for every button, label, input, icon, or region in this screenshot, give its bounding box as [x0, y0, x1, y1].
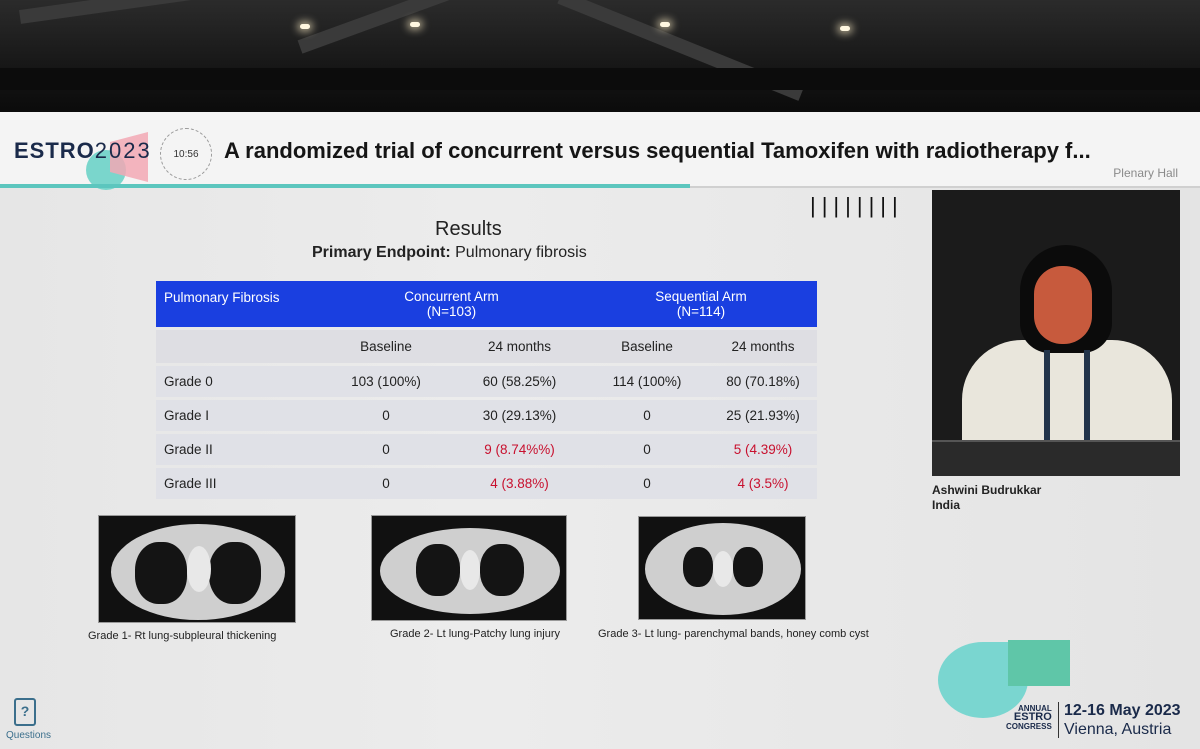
subheader-cell: Baseline: [318, 330, 454, 363]
arm-name: Sequential Arm: [655, 289, 747, 304]
ceiling-truss: [0, 68, 1200, 90]
arm-name: Concurrent Arm: [404, 289, 499, 304]
arm-n: (N=114): [676, 304, 726, 319]
table-row: Grade II 0 9 (8.74%%) 0 5 (4.39%): [156, 434, 817, 465]
highlighted-cell: 4 (3.5%): [709, 468, 817, 499]
ceiling-light: [660, 22, 670, 27]
table-cell: 30 (29.13%): [454, 400, 585, 431]
questions-icon[interactable]: ?: [14, 698, 36, 726]
grade-cell: Grade III: [156, 468, 318, 499]
annual-text: ANNUAL: [1018, 704, 1052, 713]
header-sequential-arm: Sequential Arm (N=114): [585, 281, 817, 327]
slide-header: ESTRO2023 10:56 A randomized trial of co…: [0, 112, 1200, 190]
ct-lung-right: [683, 547, 713, 587]
speaker-name: Ashwini Budrukkar: [932, 483, 1042, 497]
header-concurrent-arm: Concurrent Arm (N=103): [318, 281, 585, 327]
congress-location: Vienna, Austria: [1064, 721, 1172, 738]
ct-mediastinum: [460, 550, 480, 590]
ct-caption: Grade 3- Lt lung- parenchymal bands, hon…: [598, 628, 869, 640]
highlighted-cell: 5 (4.39%): [709, 434, 817, 465]
video-podium: [932, 440, 1180, 476]
logo-year: 2023: [94, 138, 152, 163]
logo-text: ESTRO2023: [14, 138, 152, 164]
ct-caption: Grade 1- Rt lung-subpleural thickening: [88, 630, 277, 642]
table-cell: 0: [318, 434, 454, 465]
ct-lung-left: [733, 547, 763, 587]
results-heading: Results: [435, 218, 502, 240]
subheader-cell: 24 months: [709, 330, 817, 363]
ct-mediastinum: [713, 551, 733, 587]
ct-caption: Grade 2- Lt lung-Patchy lung injury: [390, 628, 560, 640]
table-cell: 25 (21.93%): [709, 400, 817, 431]
ct-lung-left: [480, 544, 524, 596]
highlighted-cell: 9 (8.74%%): [454, 434, 585, 465]
subheader-cell: 24 months: [454, 330, 585, 363]
results-table: Pulmonary Fibrosis Concurrent Arm (N=103…: [156, 278, 817, 502]
table-header-row: Pulmonary Fibrosis Concurrent Arm (N=103…: [156, 281, 817, 327]
table-cell: 0: [318, 468, 454, 499]
grade-cell: Grade I: [156, 400, 318, 431]
table-cell: 0: [585, 434, 709, 465]
congress-divider: [1058, 702, 1059, 738]
table-cell: 0: [585, 400, 709, 431]
talk-title: A randomized trial of concurrent versus …: [224, 138, 1091, 163]
video-lanyard: [1044, 350, 1050, 440]
header-accent-line: [0, 184, 690, 188]
slide-content: |||||||| Results Primary Endpoint: Pulmo…: [40, 192, 930, 749]
grade-cell: Grade 0: [156, 366, 318, 397]
endpoint-label: Primary Endpoint:: [312, 244, 451, 261]
logo-brand: ESTRO: [14, 138, 95, 163]
ct-lung-right: [416, 544, 460, 596]
congress-wordmark: ANNUAL ESTRO CONGRESS: [1006, 704, 1052, 731]
table-cell: 103 (100%): [318, 366, 454, 397]
ct-scan-grade-1: [98, 515, 296, 623]
table-cell: 80 (70.18%): [709, 366, 817, 397]
speaker-video: [932, 190, 1180, 476]
slide-marker: ||||||||: [810, 193, 904, 218]
congress-text: CONGRESS: [1006, 722, 1052, 731]
ct-scan-grade-3: [638, 516, 806, 620]
congress-logo-shape: [1008, 640, 1070, 686]
arm-n: (N=103): [426, 304, 477, 319]
ceiling-light: [300, 24, 310, 29]
subheader-cell: Baseline: [585, 330, 709, 363]
estro-text: ESTRO: [1013, 711, 1052, 723]
table-cell: [156, 330, 318, 363]
projection-screen: ESTRO2023 10:56 A randomized trial of co…: [0, 112, 1200, 749]
table-cell: 0: [585, 468, 709, 499]
table-row: Grade III 0 4 (3.88%) 0 4 (3.5%): [156, 468, 817, 499]
endpoint-value: Pulmonary fibrosis: [450, 244, 587, 261]
grade-cell: Grade II: [156, 434, 318, 465]
highlighted-cell: 4 (3.88%): [454, 468, 585, 499]
header-pulmonary-fibrosis: Pulmonary Fibrosis: [156, 281, 318, 327]
table-cell: 60 (58.25%): [454, 366, 585, 397]
session-timer: 10:56: [160, 128, 212, 180]
video-speaker-face: [1034, 266, 1092, 344]
questions-label[interactable]: Questions: [6, 730, 52, 741]
ct-lung-left: [209, 542, 261, 604]
congress-dates: 12-16 May 2023: [1064, 702, 1181, 719]
speaker-country: India: [932, 498, 961, 512]
ceiling-light: [840, 26, 850, 31]
table-row: Grade I 0 30 (29.13%) 0 25 (21.93%): [156, 400, 817, 431]
speaker-caption: Ashwini Budrukkar India: [932, 483, 1041, 513]
table-row: Grade 0 103 (100%) 60 (58.25%) 114 (100%…: [156, 366, 817, 397]
venue-ceiling: [0, 0, 1200, 118]
video-lanyard: [1084, 350, 1090, 440]
ct-lung-right: [135, 542, 187, 604]
estro-logo: ESTRO2023: [14, 130, 150, 190]
primary-endpoint: Primary Endpoint: Pulmonary fibrosis: [312, 244, 587, 262]
table-cell: 0: [318, 400, 454, 431]
ceiling-beam: [19, 0, 220, 24]
ceiling-light: [410, 22, 420, 27]
table-subheader-row: Baseline 24 months Baseline 24 months: [156, 330, 817, 363]
hall-name: Plenary Hall: [1113, 166, 1178, 180]
table-cell: 114 (100%): [585, 366, 709, 397]
ct-mediastinum: [187, 546, 211, 592]
ct-scan-grade-2: [371, 515, 567, 621]
